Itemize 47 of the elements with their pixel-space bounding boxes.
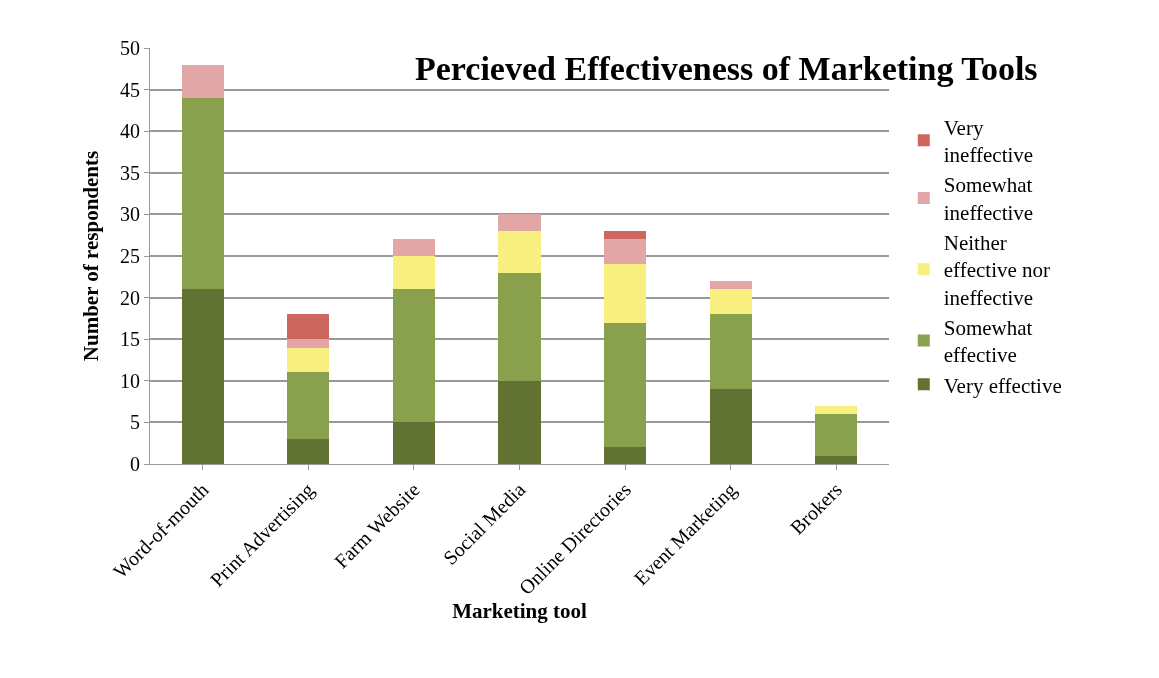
legend-label: Very ineffective xyxy=(943,115,1034,168)
bar xyxy=(498,231,541,273)
bar xyxy=(498,380,541,464)
bar xyxy=(709,280,752,290)
bar xyxy=(498,272,541,381)
bar xyxy=(709,389,752,464)
y-tick-label: 40 xyxy=(120,120,140,143)
y-axis-title: Number of respondents xyxy=(79,150,104,362)
y-tick-label: 20 xyxy=(120,286,140,309)
y-tick-label: 30 xyxy=(120,203,140,226)
bar xyxy=(287,314,330,340)
bar xyxy=(287,372,330,440)
bar xyxy=(181,289,224,464)
legend-label: Somewhat effective xyxy=(943,315,1033,368)
y-tick-label: 25 xyxy=(120,245,140,267)
bar xyxy=(287,347,330,373)
bar xyxy=(815,405,858,415)
bar xyxy=(181,64,224,98)
bar xyxy=(815,455,858,464)
bar xyxy=(287,339,330,348)
bar xyxy=(815,414,858,456)
y-tick-label: 0 xyxy=(130,453,140,475)
bar xyxy=(498,214,541,232)
chart-title: Percieved Effectiveness of Marketing Tools xyxy=(415,50,1038,87)
bar xyxy=(392,422,436,464)
y-tick-label: 5 xyxy=(130,411,140,434)
bar xyxy=(603,231,647,240)
legend-label: Very effective xyxy=(943,373,1062,398)
y-tick-label: 15 xyxy=(120,328,140,351)
bar xyxy=(392,239,436,256)
bar xyxy=(603,264,647,323)
y-tick-label: 10 xyxy=(120,369,140,392)
bar xyxy=(181,97,224,290)
legend-label: Neither effective nor ineffective xyxy=(943,231,1051,310)
x-axis-title: Marketing tool xyxy=(452,598,588,623)
bar xyxy=(709,314,752,390)
y-tick-label: 45 xyxy=(120,78,140,101)
legend-label: Somewhat ineffective xyxy=(943,173,1034,225)
bar xyxy=(287,439,330,464)
bar xyxy=(603,239,647,265)
y-tick-label: 35 xyxy=(120,161,140,184)
bar xyxy=(392,289,436,423)
bar xyxy=(709,289,752,315)
bar xyxy=(603,447,647,464)
bar xyxy=(392,256,436,290)
y-tick-label: 50 xyxy=(120,37,140,59)
bar xyxy=(603,322,647,448)
